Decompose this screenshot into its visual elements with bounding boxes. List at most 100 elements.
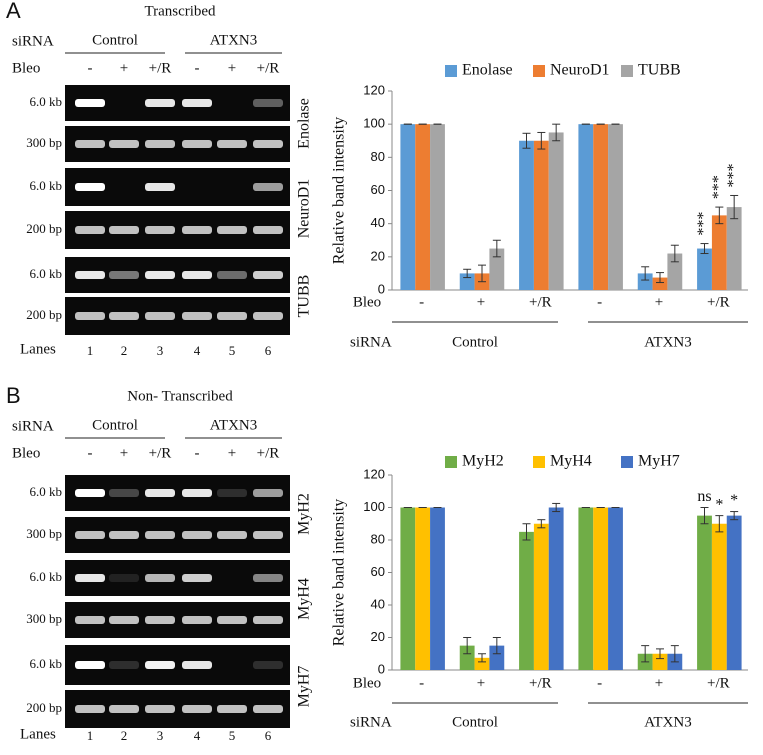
- marker-label: 300 bp: [26, 526, 62, 541]
- legend-swatch: [533, 65, 545, 77]
- lane-number: 1: [87, 728, 94, 743]
- gel-band: [145, 183, 175, 191]
- marker-label: 300 bp: [26, 611, 62, 626]
- bar: [652, 653, 668, 670]
- gel-band: [182, 489, 212, 497]
- x-tick-label: +/R: [529, 675, 552, 691]
- y-tick-label: 120: [363, 82, 385, 97]
- significance-label: *: [715, 496, 723, 513]
- gel-band: [145, 661, 175, 669]
- marker-label: 6.0 kb: [30, 656, 63, 671]
- gel-band: [253, 616, 283, 624]
- gel-band: [145, 99, 175, 107]
- bar: [533, 140, 549, 290]
- group-label: Control: [92, 32, 138, 48]
- y-tick-label: 60: [371, 182, 385, 197]
- y-axis-label: Relative band intensity: [331, 117, 348, 265]
- group-axis-label: siRNA: [350, 714, 392, 730]
- y-tick-label: 20: [371, 248, 385, 263]
- gel-band: [145, 226, 175, 234]
- bar: [519, 531, 534, 670]
- lane-number: 2: [121, 728, 128, 743]
- bar: [400, 124, 416, 291]
- gel-band: [182, 661, 212, 669]
- bleo-sign: +/R: [149, 445, 172, 461]
- bleo-sign: +: [120, 445, 128, 461]
- significance-label: ***: [710, 175, 727, 199]
- gel-band: [75, 574, 105, 582]
- bar: [533, 523, 549, 670]
- x-tick-label: -: [419, 294, 424, 310]
- bar: [430, 507, 445, 670]
- gel-band: [75, 489, 105, 497]
- gene-label: TUBB: [296, 275, 313, 318]
- bleo-sign: +: [228, 445, 236, 461]
- gel-band: [75, 531, 105, 539]
- bleo-label: Bleo: [12, 60, 40, 76]
- group-label: Control: [92, 417, 138, 433]
- gel-band: [109, 226, 139, 234]
- marker-label: 6.0 kb: [30, 178, 63, 193]
- bar: [697, 515, 712, 670]
- lane-number: 3: [157, 728, 164, 743]
- lane-number: 4: [194, 343, 201, 358]
- gel-band: [217, 705, 247, 713]
- gel-band: [217, 140, 247, 148]
- x-tick-label: -: [597, 294, 602, 310]
- gel-band: [109, 140, 139, 148]
- gel-band: [109, 705, 139, 713]
- bleo-sign: +/R: [149, 60, 172, 76]
- bar: [578, 124, 594, 291]
- y-tick-label: 80: [371, 149, 385, 164]
- gel-band: [109, 531, 139, 539]
- bar: [637, 273, 653, 290]
- y-tick-label: 100: [363, 116, 385, 131]
- gel-band: [217, 489, 247, 497]
- gene-label: MyH2: [296, 493, 313, 535]
- legend-swatch: [621, 65, 633, 77]
- gel-band: [182, 99, 212, 107]
- x-tick-label: +/R: [707, 675, 730, 691]
- lane-number: 2: [121, 343, 128, 358]
- bar: [593, 507, 609, 670]
- lane-number: 6: [265, 343, 272, 358]
- lanes-label: Lanes: [20, 341, 56, 357]
- gel-band: [145, 531, 175, 539]
- y-tick-label: 0: [378, 281, 385, 296]
- bar: [415, 124, 431, 291]
- y-tick-label: 0: [378, 661, 385, 676]
- group-label: ATXN3: [210, 417, 258, 433]
- group-axis-label: siRNA: [350, 334, 392, 350]
- gel-band: [253, 312, 283, 320]
- bar: [608, 124, 623, 291]
- bar: [652, 277, 668, 290]
- group-label: Control: [452, 334, 498, 350]
- lanes-label: Lanes: [20, 726, 56, 742]
- gel-band: [217, 226, 247, 234]
- bleo-sign: -: [88, 445, 93, 461]
- group-label: ATXN3: [644, 714, 692, 730]
- gel-band: [217, 531, 247, 539]
- legend-swatch: [533, 456, 545, 468]
- bar: [415, 507, 431, 670]
- x-tick-label: +/R: [707, 294, 730, 310]
- gel-band: [75, 312, 105, 320]
- panel-label: A: [6, 0, 21, 23]
- gel-band: [75, 661, 105, 669]
- legend-swatch: [445, 456, 457, 468]
- gene-label: MyH4: [296, 578, 313, 620]
- lane-number: 1: [87, 343, 94, 358]
- legend-label: MyH7: [638, 453, 680, 470]
- bar: [400, 507, 416, 670]
- legend-swatch: [445, 65, 457, 77]
- gel-band: [182, 705, 212, 713]
- gel-band: [109, 271, 139, 279]
- bar: [608, 507, 623, 670]
- gel-band: [75, 140, 105, 148]
- bar: [519, 140, 534, 290]
- legend-label: MyH4: [550, 453, 592, 470]
- marker-label: 6.0 kb: [30, 569, 63, 584]
- y-tick-label: 60: [371, 564, 385, 579]
- lane-number: 3: [157, 343, 164, 358]
